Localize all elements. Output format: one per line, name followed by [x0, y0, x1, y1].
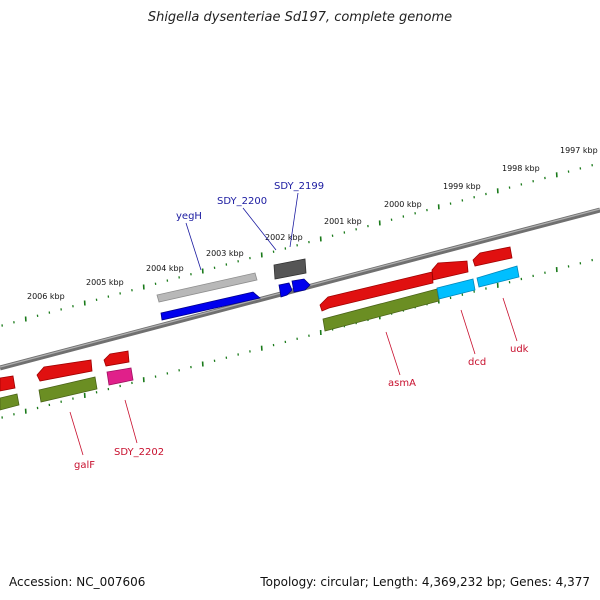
scale-label-2001: 2001 kbp — [324, 217, 362, 226]
leader-SDY_2200 — [242, 207, 277, 251]
accession-label: Accession: NC_007606 — [9, 575, 146, 589]
gene-label-dcd[interactable]: dcd — [468, 357, 486, 368]
gene-galF[interactable] — [38, 376, 98, 403]
leader-yegH — [185, 222, 202, 271]
scale-label-1998: 1998 kbp — [502, 164, 540, 173]
gene-label-SDY_2200[interactable]: SDY_2200 — [217, 196, 267, 207]
gene-SDY_2202[interactable] — [106, 367, 134, 386]
leader-dcd — [460, 309, 476, 355]
gene-SDY_2200[interactable] — [278, 282, 293, 298]
scale-label-2000: 2000 kbp — [384, 200, 422, 209]
gene-edge-olive[interactable] — [0, 393, 20, 411]
gene-dcd-red[interactable] — [431, 260, 469, 281]
gene-SDY_2202-red[interactable] — [103, 350, 130, 367]
scale-label-2006: 2006 kbp — [27, 292, 65, 301]
gene-label-asmA[interactable]: asmA — [388, 378, 416, 389]
gene-SDY_2200b[interactable] — [291, 278, 311, 293]
gene-SDY_2199[interactable] — [273, 258, 307, 280]
gene-label-udk[interactable]: udk — [510, 344, 529, 355]
scale-label-2003: 2003 kbp — [206, 249, 244, 258]
scale-label-1999: 1999 kbp — [443, 182, 481, 191]
gene-asmA[interactable] — [322, 288, 440, 332]
genome-summary: Topology: circular; Length: 4,369,232 bp… — [260, 575, 590, 589]
gene-edge-red[interactable] — [0, 375, 16, 392]
leader-udk — [502, 297, 518, 342]
gene-yegH-blue[interactable] — [160, 291, 261, 321]
leader-galF — [69, 411, 84, 456]
map-title: Shigella dysenteriae Sd197, complete gen… — [147, 10, 453, 25]
gene-dcd[interactable] — [436, 278, 476, 300]
gene-asmA-red[interactable] — [319, 271, 434, 312]
gene-label-yegH[interactable]: yegH — [176, 211, 202, 222]
gene-label-galF[interactable]: galF — [74, 460, 95, 471]
scale-label-2005: 2005 kbp — [86, 278, 124, 287]
leader-asmA — [385, 331, 401, 376]
leader-SDY_2199 — [289, 192, 299, 248]
gene-yegH[interactable] — [156, 272, 258, 303]
gene-udk-red[interactable] — [472, 246, 513, 267]
gene-udk[interactable] — [476, 265, 520, 288]
scale-label-2004: 2004 kbp — [146, 264, 184, 273]
scale-label-1997: 1997 kbp — [560, 146, 598, 155]
gene-galF-red[interactable] — [36, 359, 93, 382]
leader-SDY_2202 — [124, 399, 138, 444]
scale-tick-track-outer — [1, 164, 593, 327]
gene-label-SDY_2199[interactable]: SDY_2199 — [274, 181, 324, 192]
scale-label-2002: 2002 kbp — [265, 233, 303, 242]
gene-label-SDY_2202[interactable]: SDY_2202 — [114, 447, 164, 458]
